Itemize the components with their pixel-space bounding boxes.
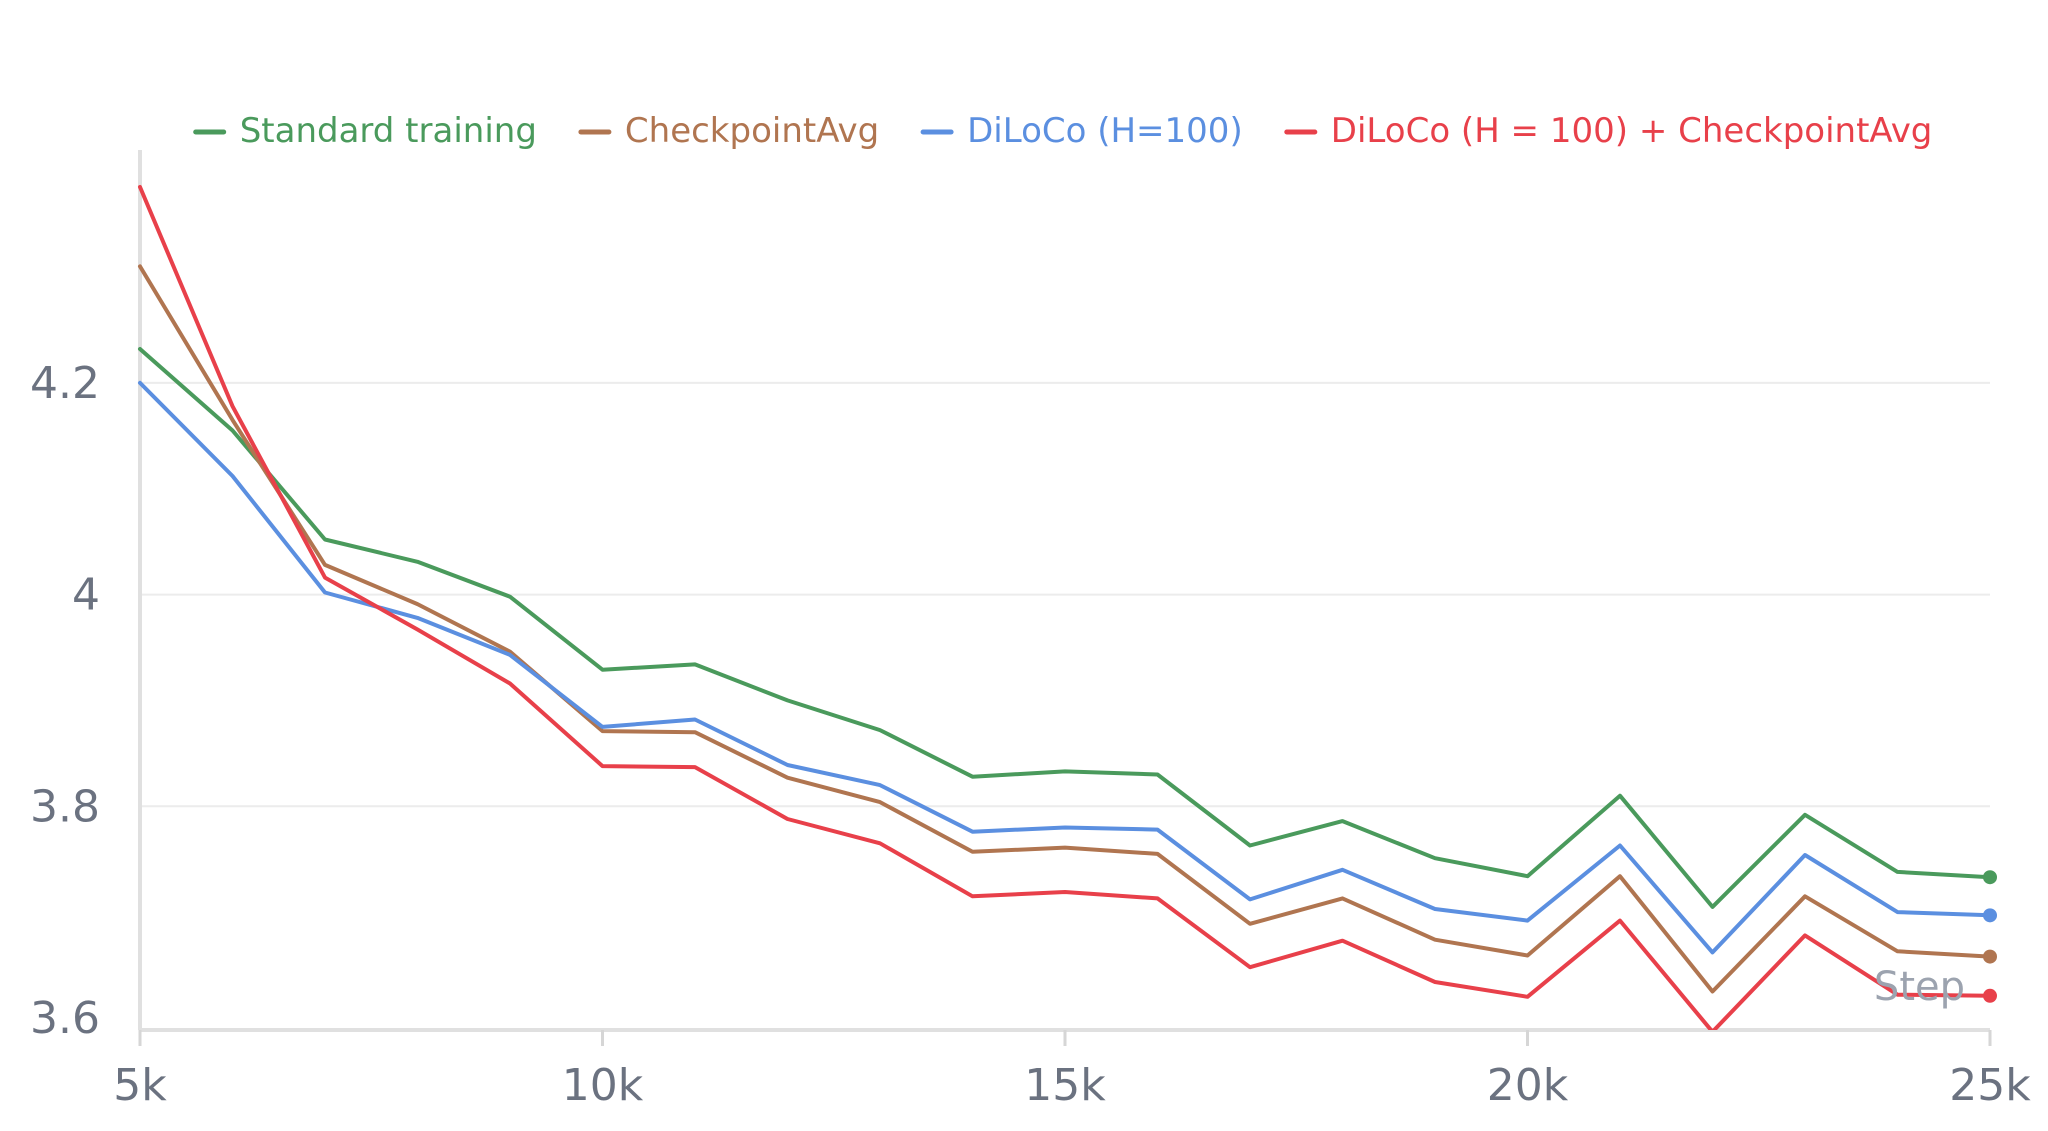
series-line-standard-training [138, 347, 1992, 909]
legend-label: DiLoCo (H=100) [967, 111, 1243, 151]
y-tick-label: 4 [72, 570, 100, 621]
series-end-point-diloco-h-100 [1983, 908, 1997, 923]
axes: 3.6 3.8 4 4.2 5k 10k 15k 20k 25k [30, 150, 2031, 1111]
x-tick-label: 10k [562, 1060, 644, 1111]
legend-item[interactable]: DiLoCo (H = 100) + CheckpointAvg [1284, 111, 1933, 151]
series-end-point-standard-training [1983, 870, 1997, 885]
x-tick-label: 20k [1487, 1060, 1569, 1111]
legend-label: DiLoCo (H = 100) + CheckpointAvg [1331, 111, 1933, 151]
series-lines [138, 185, 1992, 1030]
legend[interactable]: Standard training CheckpointAvg DiLoCo (H=… [193, 111, 1933, 151]
legend-item[interactable]: DiLoCo (H=100) [920, 111, 1243, 151]
legend-label: Standard training [240, 111, 537, 151]
x-tick-label: 5k [113, 1060, 167, 1111]
series-line-checkpointavg [138, 264, 1992, 994]
legend-label: CheckpointAvg [625, 111, 879, 151]
series-line-diloco-h-100-checkpointavg [138, 185, 1992, 1030]
series-end-point-checkpointavg [1983, 949, 1997, 964]
x-tick-label: 25k [1949, 1060, 2031, 1111]
y-tick-label: 4.2 [30, 358, 100, 409]
x-axis-label: Step [1874, 964, 1965, 1010]
legend-item[interactable]: Standard training [193, 111, 537, 151]
x-tick-label: 15k [1024, 1060, 1106, 1111]
y-tick-label: 3.8 [30, 781, 100, 832]
series-end-point-diloco-h-100-checkpointavg [1983, 988, 1997, 1003]
grid [140, 381, 1990, 808]
y-tick-label: 3.6 [30, 993, 100, 1044]
legend-item[interactable]: CheckpointAvg [578, 111, 879, 151]
series-line-diloco-h-100 [138, 380, 1992, 955]
